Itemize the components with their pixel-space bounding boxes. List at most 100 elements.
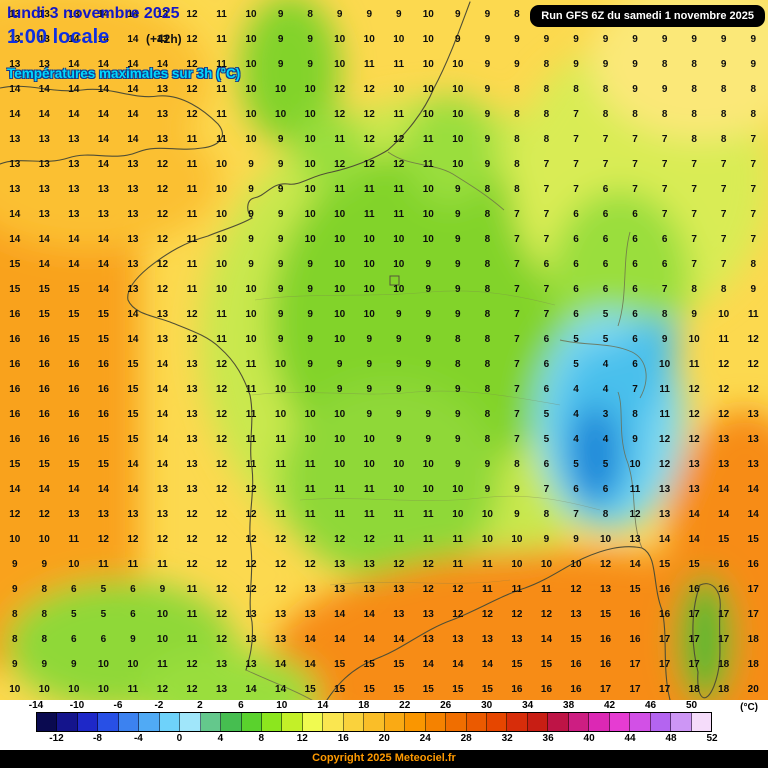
temp-value: 16 [68, 359, 80, 370]
temp-value: 8 [543, 109, 550, 120]
temp-value: 12 [215, 584, 228, 595]
temp-value: 9 [425, 284, 432, 295]
temp-value: 14 [245, 684, 257, 695]
temp-value: 11 [216, 84, 227, 95]
scale-labels-bottom: -12 -8 -4 0 4 8 12 16 20 24 28 32 36 40 44 48 52 [36, 733, 717, 744]
temp-value: 14 [97, 134, 109, 145]
temp-value: 7 [720, 159, 727, 170]
temp-value: 14 [718, 509, 730, 520]
temp-value: 9 [366, 384, 372, 395]
temp-value: 12 [97, 534, 109, 545]
temp-value: 18 [718, 659, 730, 670]
temp-value: 13 [215, 659, 228, 670]
temp-value: 12 [215, 559, 228, 570]
temp-value: 14 [68, 84, 80, 95]
temp-value: 9 [307, 334, 313, 345]
temp-value: 13 [718, 459, 730, 470]
scale-segment [118, 713, 140, 731]
temp-value: 8 [602, 84, 609, 95]
temp-value: 11 [186, 234, 198, 245]
temp-value: 17 [688, 609, 700, 620]
temp-value: 9 [484, 59, 491, 70]
temp-value: 7 [661, 159, 668, 170]
scale-label: 28 [460, 733, 472, 744]
temp-value: 17 [659, 684, 671, 695]
temp-value: 11 [541, 584, 552, 595]
temp-value: 13 [186, 434, 198, 445]
temp-value: 8 [720, 134, 727, 145]
temp-value: 10 [68, 559, 80, 570]
temp-value: 9 [425, 334, 432, 345]
temp-value: 10 [452, 59, 464, 70]
temp-value: 8 [11, 634, 18, 645]
temp-value: 11 [363, 484, 375, 495]
temp-value: 7 [632, 384, 638, 395]
temp-value: 14 [97, 84, 109, 95]
temp-value: 13 [38, 209, 50, 220]
temp-value: 7 [602, 159, 609, 170]
temp-value: 11 [363, 184, 375, 195]
temp-value: 14 [68, 59, 80, 70]
temp-value: 11 [304, 509, 316, 520]
temp-value: 9 [307, 34, 313, 45]
temp-value: 5 [602, 459, 609, 470]
temp-value: 11 [482, 584, 493, 595]
scale-segment [630, 713, 651, 731]
temp-value: 10 [304, 409, 316, 420]
temp-value: 10 [629, 459, 641, 470]
temp-value: 10 [97, 659, 109, 670]
temp-value: 12 [511, 609, 523, 620]
copyright-bar: Copyright 2025 Meteociel.fr [0, 750, 768, 768]
temp-value: 10 [156, 609, 169, 620]
scale-label: 40 [583, 733, 595, 744]
temp-value: 14 [156, 434, 169, 445]
temp-value: 18 [718, 684, 730, 695]
temp-value: 17 [718, 634, 730, 645]
temp-value: 14 [97, 259, 109, 270]
temp-value: 8 [632, 109, 638, 120]
temp-value: 7 [632, 184, 638, 195]
temp-value: 10 [393, 84, 405, 95]
temp-value: 13 [127, 509, 139, 520]
temp-value: 7 [514, 409, 520, 420]
temp-value: 9 [11, 559, 18, 570]
temp-value: 9 [455, 234, 461, 245]
temp-value: 10 [422, 84, 434, 95]
temp-value: 10 [688, 334, 700, 345]
temp-value: 8 [543, 134, 550, 145]
temp-value: 9 [395, 334, 402, 345]
temp-value: 10 [511, 559, 523, 570]
temp-value: 9 [395, 409, 402, 420]
temp-value: 12 [215, 384, 228, 395]
temp-value: 13 [38, 59, 50, 70]
temp-value: 8 [573, 84, 579, 95]
scale-segment [77, 713, 99, 731]
temp-value: 8 [514, 109, 520, 120]
temp-value: 12 [452, 609, 464, 620]
temp-value: 14 [38, 259, 50, 270]
temp-value: 6 [543, 459, 550, 470]
temp-value: 12 [629, 509, 641, 520]
temp-value: 10 [363, 434, 375, 445]
temp-value: 8 [455, 359, 461, 370]
temp-value: 15 [511, 659, 523, 670]
temp-value: 16 [97, 409, 109, 420]
temp-value: 16 [68, 409, 80, 420]
temp-value: 8 [484, 184, 491, 195]
temp-value: 9 [41, 559, 48, 570]
temp-value: 13 [186, 459, 198, 470]
temp-value: 6 [573, 259, 579, 270]
temp-value: 10 [215, 184, 228, 195]
scale-segment [302, 713, 324, 731]
temp-value: 13 [68, 509, 80, 520]
temp-value: 15 [629, 584, 641, 595]
temp-value: 8 [632, 409, 638, 420]
temp-value: 11 [452, 559, 464, 570]
temp-value: 11 [216, 109, 227, 120]
temp-value: 12 [718, 384, 730, 395]
temp-value: 12 [452, 584, 464, 595]
temp-value: 7 [750, 134, 756, 145]
temp-value: 12 [156, 159, 169, 170]
temp-value: 10 [422, 59, 434, 70]
temp-value: 10 [540, 559, 553, 570]
